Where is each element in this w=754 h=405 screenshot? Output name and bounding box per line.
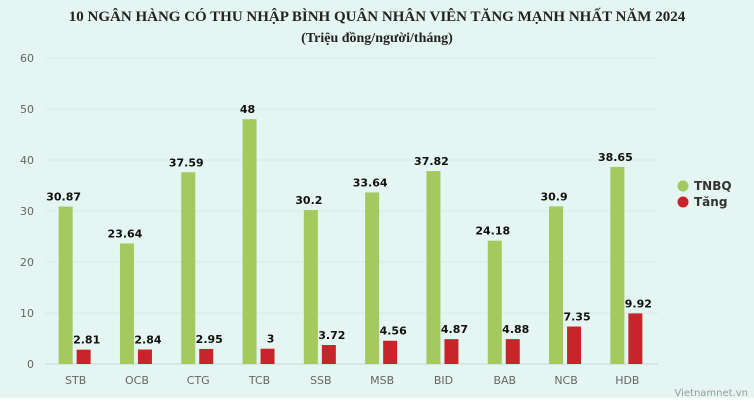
bar-tnbq: [242, 119, 257, 364]
x-tick-label: STB: [65, 374, 86, 387]
data-label: 9.92: [625, 297, 652, 310]
bar-tăng: [567, 326, 582, 364]
data-label: 4.56: [380, 325, 407, 338]
data-label: 30.2: [295, 194, 322, 207]
legend-marker: [677, 180, 689, 192]
bar-tăng: [505, 339, 520, 364]
data-label: 37.82: [414, 155, 449, 168]
bar-tăng: [444, 339, 459, 364]
data-label: 30.87: [46, 191, 81, 204]
y-tick-label: 50: [20, 103, 34, 116]
bar-tăng: [628, 313, 643, 364]
data-label: 48: [240, 103, 255, 116]
bar-tnbq: [119, 243, 134, 364]
data-label: 2.81: [73, 334, 100, 347]
legend-marker: [677, 196, 689, 208]
bar-tnbq: [426, 171, 441, 364]
y-tick-label: 0: [27, 358, 34, 371]
x-tick-label: CTG: [187, 374, 210, 387]
data-label: 23.64: [108, 227, 143, 240]
bar-tăng: [137, 349, 152, 364]
chart-subtitle: (Triệu đồng/người/tháng): [301, 31, 453, 46]
bar-tnbq: [58, 206, 73, 364]
y-tick-label: 60: [20, 52, 34, 65]
data-label: 3: [267, 333, 275, 346]
x-tick-label: NCB: [554, 374, 577, 387]
bar-tnbq: [181, 172, 196, 364]
data-label: 3.72: [318, 329, 345, 342]
source-label: Vietnamnet.vn: [674, 388, 748, 399]
data-label: 4.88: [502, 323, 529, 336]
data-label: 30.9: [540, 190, 567, 203]
bar-tnbq: [303, 209, 318, 364]
y-tick-label: 30: [20, 205, 34, 218]
data-label: 37.59: [169, 156, 204, 169]
data-label: 4.87: [441, 323, 468, 336]
data-label: 38.65: [598, 151, 633, 164]
chart-title: 10 NGÂN HÀNG CÓ THU NHẬP BÌNH QUÂN NHÂN …: [69, 8, 686, 25]
x-tick-label: BID: [434, 374, 453, 387]
bar-tnbq: [365, 192, 380, 364]
legend-label: Tăng: [694, 195, 727, 209]
bar-tnbq: [610, 166, 625, 364]
x-tick-label: MSB: [370, 374, 394, 387]
bar-tăng: [321, 345, 336, 364]
bar-tăng: [76, 349, 91, 364]
bar-tăng: [199, 348, 214, 364]
bar-tnbq: [549, 206, 564, 364]
data-label: 24.18: [475, 225, 510, 238]
bar-tăng: [260, 348, 275, 364]
legend-label: TNBQ: [694, 179, 732, 193]
y-tick-label: 20: [20, 256, 34, 269]
data-label: 33.64: [353, 176, 388, 189]
bar-tăng: [383, 340, 398, 364]
x-tick-label: SSB: [310, 374, 332, 387]
x-tick-label: TCB: [248, 374, 270, 387]
x-tick-label: OCB: [125, 374, 149, 387]
x-tick-label: BAB: [493, 374, 516, 387]
y-tick-label: 40: [20, 154, 34, 167]
data-label: 2.95: [196, 333, 223, 346]
x-tick-label: HDB: [615, 374, 639, 387]
y-tick-label: 10: [20, 307, 34, 320]
data-label: 7.35: [563, 311, 590, 324]
data-label: 2.84: [134, 334, 161, 347]
bar-tnbq: [487, 240, 502, 364]
